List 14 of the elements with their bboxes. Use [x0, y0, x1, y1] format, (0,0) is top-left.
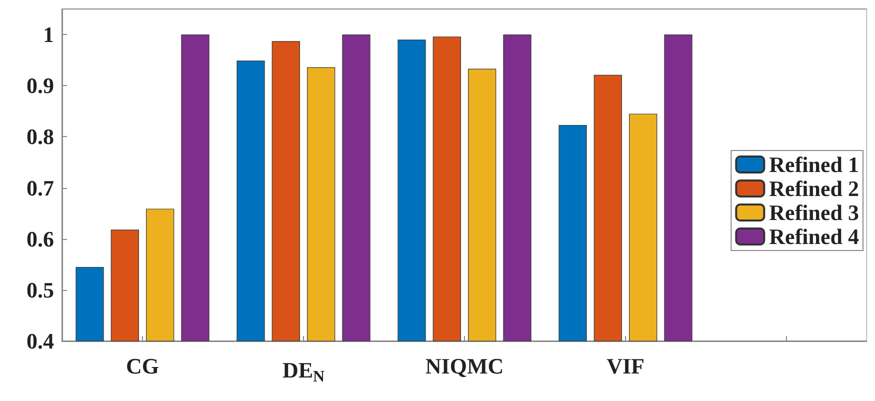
y-tick-label: 0.8: [26, 124, 54, 150]
y-tick-label: 0.9: [26, 73, 54, 98]
y-tick-label: 0.7: [26, 175, 54, 200]
legend-label: Refined 2: [769, 176, 859, 201]
x-tick-label: CG: [126, 354, 159, 378]
y-tick-label: 1: [43, 22, 54, 48]
legend-label: Refined 3: [769, 200, 859, 225]
legend-label: Refined 1: [769, 152, 859, 177]
y-tick-label: 0.4: [26, 328, 54, 354]
x-tick-label: NIQMC: [425, 354, 504, 378]
x-tick-label: VIF: [606, 354, 644, 378]
y-tick-label: 0.6: [26, 226, 54, 252]
y-tick-label: 0.5: [26, 277, 54, 302]
legend-label: Refined 4: [769, 224, 859, 249]
